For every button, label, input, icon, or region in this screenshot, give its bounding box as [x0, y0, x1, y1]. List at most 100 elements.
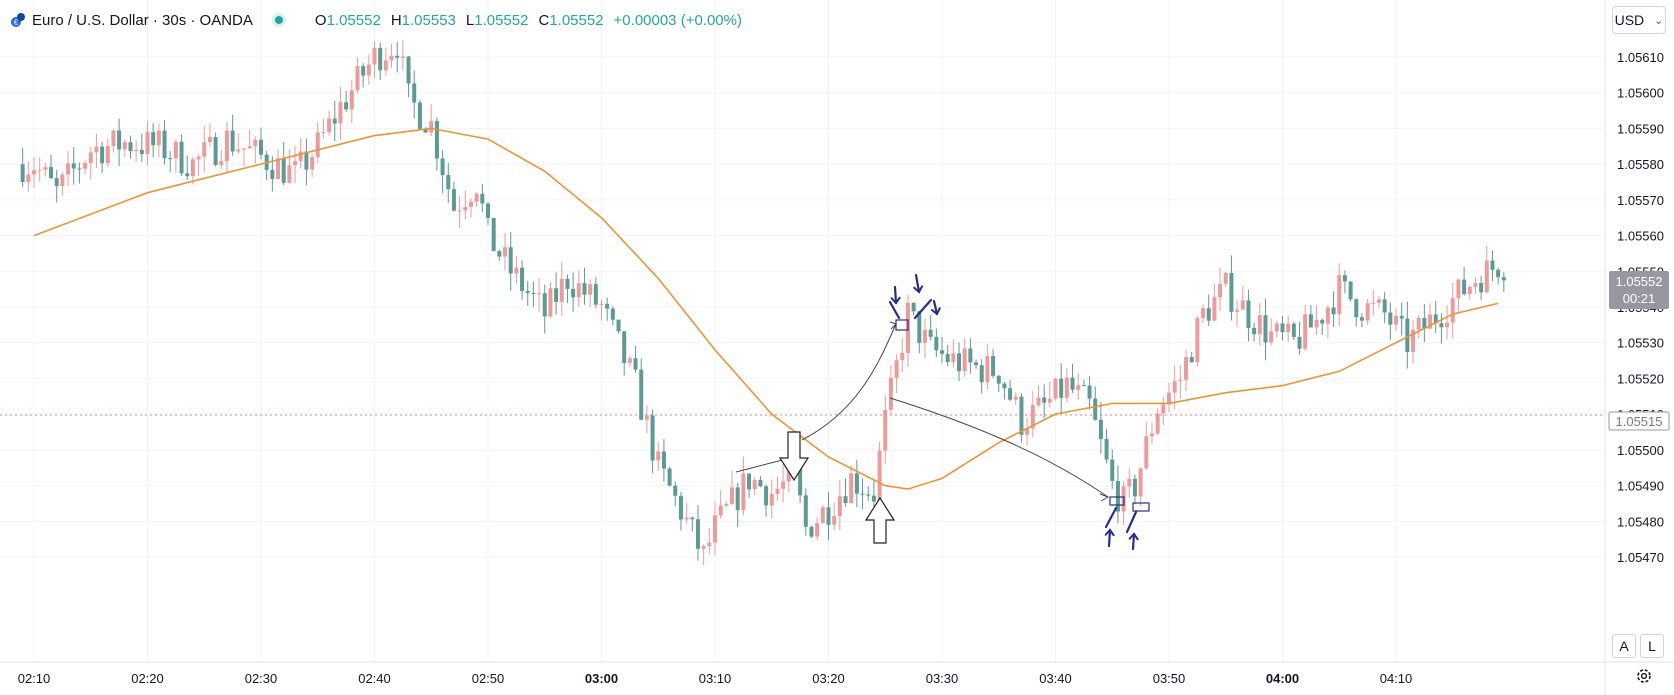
candle	[219, 150, 224, 170]
candle	[1354, 298, 1359, 327]
candle	[457, 195, 462, 229]
candle	[185, 155, 190, 181]
candle	[1115, 465, 1120, 524]
candle	[667, 466, 672, 487]
candle	[730, 470, 735, 505]
candle	[718, 490, 723, 519]
highlight-box	[895, 319, 909, 331]
candle	[1053, 377, 1058, 401]
candle	[105, 138, 110, 167]
candle	[764, 484, 769, 517]
candle	[1473, 277, 1478, 294]
candle	[690, 516, 695, 532]
candle	[1490, 250, 1495, 282]
candle	[934, 328, 939, 358]
low-value: 1.05552	[474, 11, 529, 29]
highlight-box	[1109, 496, 1125, 506]
candle	[644, 404, 649, 434]
candle	[247, 129, 252, 149]
candle	[213, 132, 218, 167]
candle	[259, 127, 263, 160]
candle	[26, 161, 31, 192]
time-tick-label: 02:50	[472, 671, 505, 686]
candle	[429, 104, 434, 137]
candle	[826, 492, 831, 541]
close-label: C	[538, 11, 550, 29]
auto-scale-button[interactable]: A	[1612, 634, 1636, 658]
candle	[196, 154, 201, 176]
candle	[361, 63, 366, 88]
current-price-tag: 1.05552 00:21	[1609, 271, 1669, 309]
candle	[224, 121, 229, 174]
candle	[542, 284, 547, 334]
candle	[355, 57, 360, 94]
time-axis[interactable]: 02:10 02:20 02:30 02:40 02:50 03:00 03:10 03:20…	[18, 671, 1413, 686]
candle	[781, 464, 786, 503]
candle	[678, 491, 683, 531]
log-scale-button[interactable]: L	[1640, 634, 1664, 658]
candle	[1359, 313, 1364, 328]
annotation-stroke	[1104, 506, 1118, 529]
price-tick-label: 1.05530	[1617, 336, 1664, 351]
candle	[423, 127, 428, 133]
change-value: +0.00003 (+0.00%)	[613, 11, 742, 29]
candle	[1394, 308, 1398, 332]
time-tick-label: 02:20	[131, 671, 164, 686]
down-arrow-icon	[890, 285, 901, 305]
candle	[417, 100, 422, 131]
candle	[281, 141, 286, 186]
candle	[1297, 322, 1302, 355]
symbol-title[interactable]: Euro / U.S. Dollar · 30s · OANDA	[32, 11, 253, 29]
candle	[559, 261, 564, 316]
candle	[474, 192, 479, 207]
candle	[940, 336, 944, 364]
currency-select[interactable]: USD ⌄	[1612, 6, 1666, 34]
candle	[1348, 281, 1353, 302]
candle	[66, 151, 71, 187]
chevron-down-icon: ⌄	[1654, 14, 1664, 27]
gear-icon[interactable]	[1634, 666, 1654, 686]
candle	[695, 505, 700, 561]
candle	[508, 231, 513, 291]
candle	[809, 525, 814, 538]
candle	[1342, 270, 1347, 294]
candle	[1365, 298, 1370, 325]
candle	[20, 147, 25, 188]
candle	[1320, 318, 1325, 335]
candle	[264, 150, 269, 180]
candle	[1132, 474, 1137, 505]
price-axis[interactable]: 1.05610 1.05600 1.05590 1.05580 1.05570 1.055…	[1617, 50, 1664, 565]
candle	[304, 138, 309, 186]
candle	[400, 40, 405, 71]
candle	[207, 123, 212, 147]
candle	[440, 150, 445, 193]
candle	[656, 441, 661, 471]
open-label: O	[314, 11, 327, 29]
candle	[854, 459, 859, 508]
candle	[1070, 363, 1075, 394]
candle	[1076, 372, 1081, 401]
candle	[1025, 417, 1030, 446]
candle	[486, 202, 490, 226]
candle	[803, 488, 808, 536]
candle	[156, 123, 161, 158]
candle	[905, 294, 910, 368]
annotation-stroke	[1125, 510, 1138, 534]
candle	[287, 149, 292, 184]
candle	[395, 41, 400, 73]
candle	[554, 272, 559, 315]
candle	[1144, 421, 1149, 470]
candle	[315, 122, 320, 164]
candle	[49, 154, 54, 180]
candle	[1314, 305, 1319, 336]
candle	[957, 342, 962, 381]
level-price-value: 1.05515	[1616, 414, 1663, 429]
candle	[128, 135, 133, 159]
candle	[1201, 304, 1206, 323]
moving-average-line	[33, 127, 1499, 490]
candle	[468, 197, 473, 218]
candle	[741, 456, 746, 516]
market-status-icon[interactable]	[274, 16, 283, 24]
candle	[1269, 318, 1274, 346]
